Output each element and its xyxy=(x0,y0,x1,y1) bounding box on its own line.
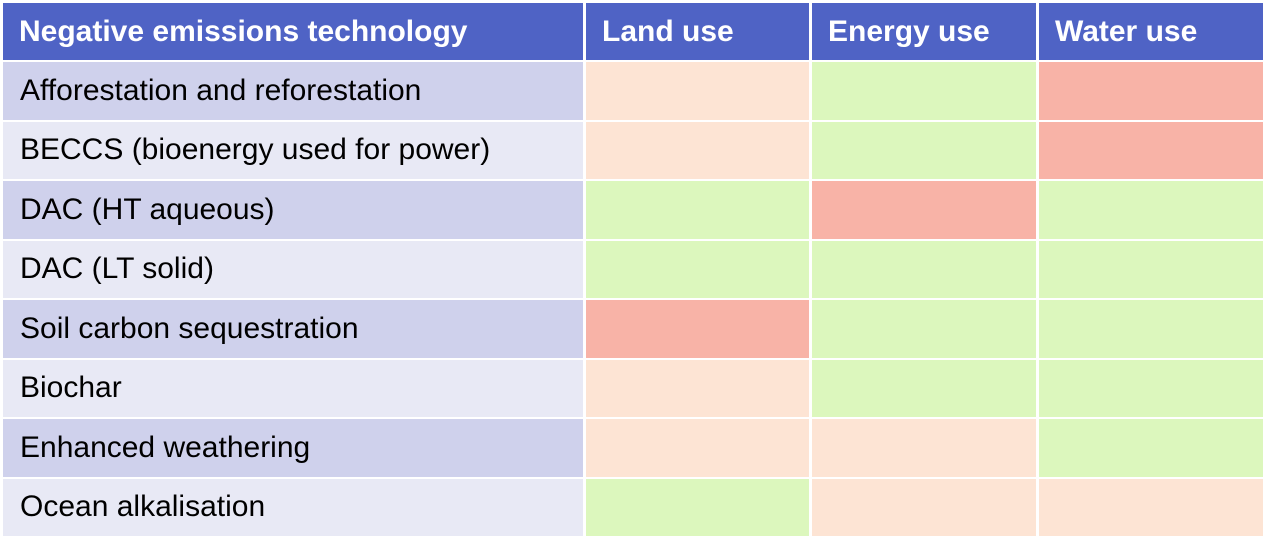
table: Negative emissions technology Land use Ene… xyxy=(3,3,1263,536)
row-label: DAC (LT solid) xyxy=(3,240,583,298)
rating-cell xyxy=(1039,62,1263,120)
rating-cell xyxy=(812,62,1036,120)
header-cell: Water use xyxy=(1039,3,1263,60)
row-label: Soil carbon sequestration xyxy=(3,300,583,358)
row-label: BECCS (bioenergy used for power) xyxy=(3,121,583,179)
header-cell: Energy use xyxy=(812,3,1036,60)
row-label: Ocean alkalisation xyxy=(3,478,583,536)
row-label: Enhanced weathering xyxy=(3,419,583,477)
row-label: DAC (HT aqueous) xyxy=(3,181,583,239)
rating-cell xyxy=(586,240,809,298)
rating-cell xyxy=(586,419,809,477)
rating-cell xyxy=(812,419,1036,477)
rating-cell xyxy=(586,181,809,239)
row-label: Biochar xyxy=(3,359,583,417)
header-cell: Land use xyxy=(586,3,809,60)
rating-cell xyxy=(812,478,1036,536)
rating-cell xyxy=(586,62,809,120)
rating-cell xyxy=(812,300,1036,358)
rating-cell xyxy=(1039,478,1263,536)
rating-cell xyxy=(1039,181,1263,239)
rating-cell xyxy=(586,121,809,179)
row-label: Afforestation and reforestation xyxy=(3,62,583,120)
rating-cell xyxy=(586,359,809,417)
rating-cell xyxy=(586,478,809,536)
header-cell: Negative emissions technology xyxy=(3,3,583,60)
rating-cell xyxy=(1039,121,1263,179)
rating-cell xyxy=(1039,359,1263,417)
rating-cell xyxy=(812,240,1036,298)
rating-cell xyxy=(812,359,1036,417)
rating-cell xyxy=(812,181,1036,239)
rating-cell xyxy=(1039,300,1263,358)
rating-cell xyxy=(586,300,809,358)
rating-cell xyxy=(1039,240,1263,298)
rating-cell xyxy=(1039,419,1263,477)
rating-cell xyxy=(812,121,1036,179)
